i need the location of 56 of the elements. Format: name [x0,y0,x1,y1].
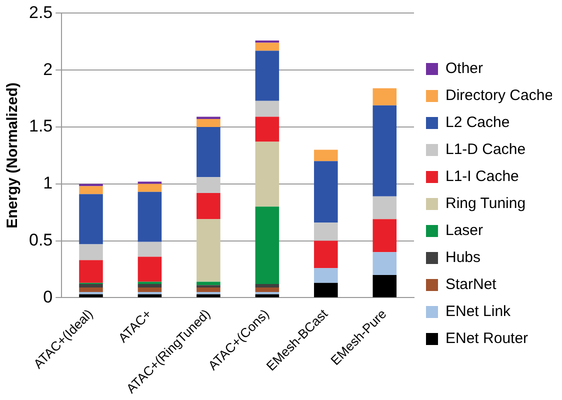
bar [372,252,397,275]
bar [255,42,280,51]
y-tick-label: 0.5 [28,230,53,250]
y-tick-label: 1 [43,174,53,193]
bar [196,127,220,178]
legend-label: Ring Tuning [446,195,526,212]
y-tick-label: 1.5 [28,116,53,136]
y-tick-label: 2 [43,60,53,79]
bar [79,194,103,244]
bar [196,219,220,282]
bar [79,287,103,292]
legend-label: L1-D Cache [446,141,526,158]
legend-label: Directory Cache [446,87,554,104]
bar [255,50,280,101]
legend-label: L1-I Cache [446,168,519,186]
bar [255,100,280,117]
bar [314,268,338,283]
bar [255,142,280,207]
y-tick-label: 2.5 [28,2,53,22]
bar [138,287,162,292]
bar [372,88,397,106]
bar [372,105,397,196]
legend-label: L2 Cache [446,114,510,132]
bar [372,274,397,298]
legend-label: ENet Link [446,303,512,320]
bar [314,150,338,162]
bar [314,222,338,241]
bar [196,287,220,292]
legend-label: Laser [446,222,484,240]
y-axis-title: Energy (Normalized) [4,82,22,228]
legend-label: StarNet [446,276,498,294]
bar [255,116,280,142]
bar [196,177,220,194]
bar [255,284,280,288]
bar [138,256,162,282]
bar [138,284,162,288]
bar [255,206,280,284]
legend-label: Hubs [446,249,481,266]
bar [79,244,103,260]
bar [255,287,280,292]
legend-label: ENet Router [446,330,528,348]
bar [196,193,220,220]
bar [372,219,397,252]
bar [314,161,338,223]
bar [196,119,220,127]
bar [79,260,103,283]
y-tick-label: 0 [43,287,53,306]
legend-label: Other [446,60,484,78]
bar [138,192,162,242]
bar [138,242,162,257]
bar [79,284,103,288]
bar [314,240,338,268]
bar [314,282,338,298]
bar [79,186,103,194]
bar [372,196,397,220]
bar [138,184,162,192]
